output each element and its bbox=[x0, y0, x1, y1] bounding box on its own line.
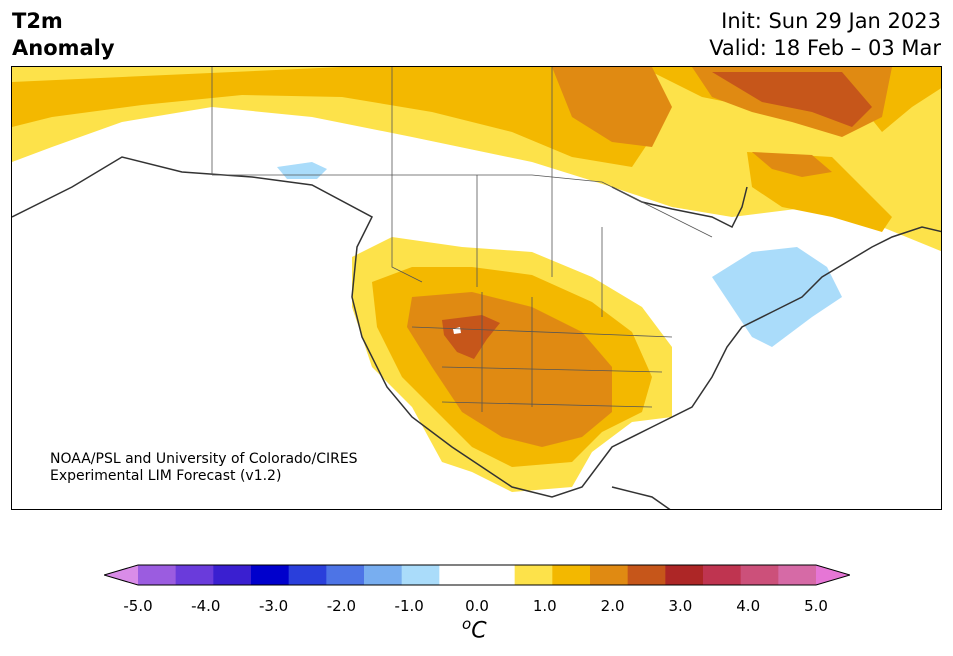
colorbar-cells bbox=[104, 565, 850, 585]
colorbar-cell bbox=[514, 565, 553, 585]
colorbar-cell bbox=[364, 565, 403, 585]
colorbar bbox=[104, 564, 850, 586]
valid-date: Valid: 18 Feb – 03 Mar bbox=[709, 36, 941, 60]
forecast-dates: Init: Sun 29 Jan 2023 Valid: 18 Feb – 03… bbox=[709, 8, 941, 62]
colorbar-cell bbox=[439, 565, 478, 585]
colorbar-cell bbox=[288, 565, 327, 585]
colorbar-tick-label: 2.0 bbox=[600, 597, 625, 615]
credit-line-2: Experimental LIM Forecast (v1.2) bbox=[50, 468, 282, 484]
colorbar-cell bbox=[778, 565, 817, 585]
colorbar-tick-label: -2.0 bbox=[326, 597, 357, 615]
colorbar-cell bbox=[740, 565, 779, 585]
colorbar-cell bbox=[213, 565, 252, 585]
colorbar-cell bbox=[401, 565, 440, 585]
colorbar-cell bbox=[138, 565, 177, 585]
colorbar-cell bbox=[703, 565, 742, 585]
anomaly-orange-arctic bbox=[552, 67, 672, 147]
colorbar-tick-label: -4.0 bbox=[191, 597, 221, 615]
colorbar-tick-label: 4.0 bbox=[736, 597, 761, 615]
anomaly-orange-east-canada bbox=[752, 152, 832, 177]
colorbar-cell bbox=[251, 565, 290, 585]
init-date: Init: Sun 29 Jan 2023 bbox=[721, 9, 941, 33]
colorbar-tick-label: -5.0 bbox=[123, 597, 153, 615]
political-borders bbox=[211, 67, 713, 412]
colorbar-extend-low bbox=[104, 565, 138, 585]
anomaly-gold-north bbox=[12, 67, 652, 167]
colorbar-cell bbox=[665, 565, 704, 585]
colorbar-cell bbox=[590, 565, 629, 585]
colorbar-unit: oC bbox=[462, 615, 487, 644]
colorbar-cell bbox=[326, 565, 365, 585]
colorbar-extend-high bbox=[816, 565, 850, 585]
colorbar-cell bbox=[627, 565, 666, 585]
colorbar-outline bbox=[104, 564, 850, 586]
colorbar-cell bbox=[552, 565, 591, 585]
credit-text: NOAA/PSL and University of Colorado/CIRE… bbox=[50, 451, 358, 485]
colorbar-tick-label: 0.0 bbox=[465, 597, 489, 615]
colorbar-tick-label: 3.0 bbox=[668, 597, 693, 615]
map-title: T2m Anomaly bbox=[12, 8, 115, 62]
anomaly-dark-orange-core bbox=[442, 315, 500, 359]
colorbar-tick-label: 1.0 bbox=[532, 597, 557, 615]
anomaly-yellow-north bbox=[12, 67, 941, 252]
colorbar-tick-label: -1.0 bbox=[394, 597, 424, 615]
colorbar-tick-label: 5.0 bbox=[804, 597, 828, 615]
colorbar-cell bbox=[175, 565, 214, 585]
anomaly-map: NOAA/PSL and University of Colorado/CIRE… bbox=[11, 66, 942, 510]
anomaly-light-blue-canada bbox=[277, 162, 327, 179]
map-canvas bbox=[12, 67, 941, 509]
colorbar-cell bbox=[477, 565, 516, 585]
anomaly-light-blue-northeast bbox=[712, 247, 842, 347]
credit-line-1: NOAA/PSL and University of Colorado/CIRE… bbox=[50, 451, 358, 467]
anomaly-dark-orange-greenland bbox=[712, 72, 872, 127]
title-line-1: T2m bbox=[12, 9, 63, 33]
title-line-2: Anomaly bbox=[12, 36, 115, 60]
colorbar-tick-label: -3.0 bbox=[258, 597, 289, 615]
